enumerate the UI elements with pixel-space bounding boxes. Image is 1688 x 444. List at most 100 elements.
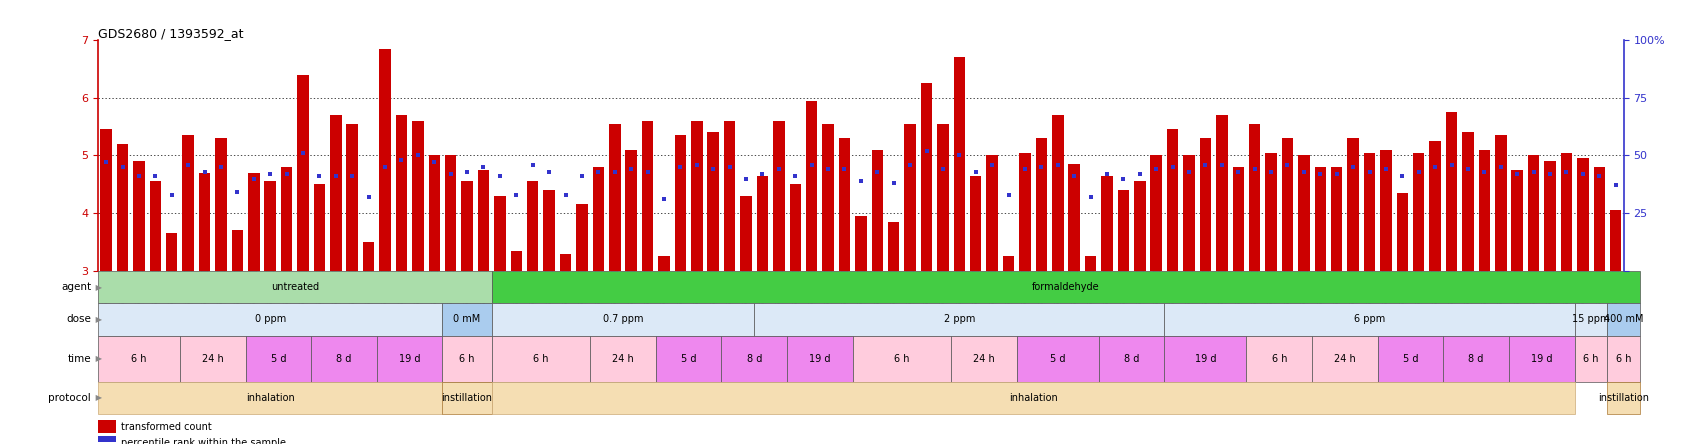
Text: agent: agent xyxy=(61,282,91,292)
Bar xyxy=(950,336,1016,382)
Bar xyxy=(755,303,1165,336)
Bar xyxy=(626,150,636,271)
Bar xyxy=(429,155,441,271)
Point xyxy=(552,191,579,198)
Point xyxy=(879,179,906,186)
Bar xyxy=(478,170,490,271)
Point xyxy=(1258,168,1285,175)
Bar xyxy=(1575,336,1607,382)
Bar xyxy=(461,182,473,271)
Bar xyxy=(98,420,116,433)
Bar xyxy=(297,75,309,271)
Point xyxy=(405,152,432,159)
Bar xyxy=(1036,138,1047,271)
Bar xyxy=(150,182,160,271)
Point xyxy=(1570,170,1597,178)
Point xyxy=(273,170,300,178)
Bar xyxy=(1215,115,1227,271)
Point xyxy=(1045,161,1072,168)
Bar xyxy=(1377,336,1443,382)
Text: 6 h: 6 h xyxy=(459,353,474,364)
Bar xyxy=(790,184,802,271)
Bar xyxy=(116,144,128,271)
Text: ▶: ▶ xyxy=(93,354,101,363)
Point xyxy=(945,152,972,159)
Text: 6 ppm: 6 ppm xyxy=(1354,314,1386,325)
Bar xyxy=(1249,124,1261,271)
Bar xyxy=(871,150,883,271)
Text: 0 mM: 0 mM xyxy=(454,314,481,325)
Bar xyxy=(1462,132,1474,271)
Bar xyxy=(100,130,111,271)
Bar xyxy=(655,336,721,382)
Bar xyxy=(376,336,442,382)
Bar xyxy=(707,132,719,271)
Bar xyxy=(1575,303,1607,336)
Bar xyxy=(822,124,834,271)
Point xyxy=(1160,163,1187,170)
Point xyxy=(486,173,513,180)
Point xyxy=(1487,163,1514,170)
Text: 6 h: 6 h xyxy=(1615,353,1632,364)
Bar xyxy=(724,121,736,271)
Point xyxy=(716,163,743,170)
Point xyxy=(1126,170,1153,178)
Point xyxy=(1225,168,1252,175)
Bar xyxy=(1430,141,1442,271)
Point xyxy=(1094,170,1121,178)
Bar xyxy=(442,382,491,414)
Text: time: time xyxy=(68,353,91,364)
Text: 5 d: 5 d xyxy=(270,353,287,364)
Text: transformed count: transformed count xyxy=(122,421,211,432)
Text: 6 h: 6 h xyxy=(895,353,910,364)
Point xyxy=(1111,175,1138,182)
Point xyxy=(240,175,267,182)
Bar xyxy=(852,336,950,382)
Point xyxy=(1585,173,1612,180)
Point xyxy=(437,170,464,178)
Point xyxy=(257,170,284,178)
Text: 8 d: 8 d xyxy=(746,353,761,364)
Text: 19 d: 19 d xyxy=(1531,353,1553,364)
Bar xyxy=(591,336,655,382)
Text: inhalation: inhalation xyxy=(1009,393,1058,403)
Text: 400 mM: 400 mM xyxy=(1604,314,1644,325)
Point xyxy=(930,166,957,173)
Text: formaldehyde: formaldehyde xyxy=(1031,282,1101,292)
Point xyxy=(1143,166,1170,173)
Bar xyxy=(199,173,211,271)
Point xyxy=(420,159,447,166)
Bar xyxy=(888,222,900,271)
Text: 8 d: 8 d xyxy=(1469,353,1484,364)
Bar xyxy=(1443,336,1509,382)
Bar xyxy=(1165,303,1575,336)
Point xyxy=(1553,168,1580,175)
Bar xyxy=(986,155,998,271)
Point xyxy=(1470,168,1497,175)
Bar xyxy=(641,121,653,271)
Text: 6 h: 6 h xyxy=(533,353,549,364)
Bar xyxy=(560,254,571,271)
Bar xyxy=(658,257,670,271)
Bar xyxy=(773,121,785,271)
Text: 19 d: 19 d xyxy=(1195,353,1215,364)
Bar xyxy=(491,382,1575,414)
Bar xyxy=(1593,167,1605,271)
Bar xyxy=(98,271,491,303)
Text: 15 ppm: 15 ppm xyxy=(1572,314,1610,325)
Point xyxy=(1504,170,1531,178)
Point xyxy=(994,191,1021,198)
Point xyxy=(798,161,825,168)
Bar xyxy=(954,57,966,271)
Point xyxy=(1455,166,1482,173)
Text: inhalation: inhalation xyxy=(246,393,295,403)
Bar xyxy=(510,251,522,271)
Point xyxy=(1011,166,1038,173)
Point xyxy=(601,168,628,175)
Bar xyxy=(1298,155,1310,271)
Point xyxy=(1290,168,1317,175)
Point xyxy=(1175,168,1202,175)
Bar xyxy=(216,138,226,271)
Point xyxy=(1421,163,1448,170)
Point xyxy=(1274,161,1301,168)
